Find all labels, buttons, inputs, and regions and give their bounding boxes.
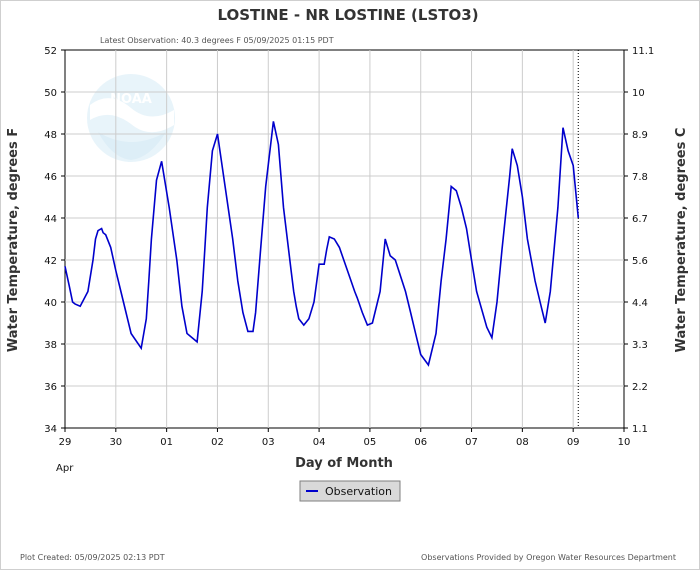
x-tick-label: 10 <box>618 437 631 448</box>
y-tick-label-right: 1.1 <box>632 424 648 435</box>
y-tick-label-right: 4.4 <box>632 298 648 309</box>
x-tick-label: 07 <box>465 437 478 448</box>
y-tick-label-right: 8.9 <box>632 130 648 141</box>
y-tick-label-left: 52 <box>44 46 57 57</box>
right-y-axis-ticks: 1.1 2.2 3.3 4.4 5.6 6.7 7.8 8.9 10 11.1 <box>624 46 654 435</box>
y-tick-label-right: 7.8 <box>632 172 648 183</box>
noaa-logo: NOAA <box>87 74 175 162</box>
y-tick-label-right: 6.7 <box>632 214 648 225</box>
y-tick-label-right: 11.1 <box>632 46 654 57</box>
y-tick-label-left: 40 <box>44 298 57 309</box>
noaa-logo-text: NOAA <box>110 92 152 107</box>
plot-area <box>64 49 625 429</box>
right-y-axis-label: Water Temperature, degrees C <box>674 128 689 353</box>
left-y-axis-ticks: 34 36 38 40 42 44 46 48 50 52 <box>44 46 65 435</box>
observation-series-line <box>64 121 580 367</box>
y-tick-label-left: 48 <box>44 130 57 141</box>
x-tick-label: 01 <box>160 437 173 448</box>
x-axis-label: Day of Month <box>295 456 393 471</box>
y-tick-label-left: 42 <box>44 256 57 267</box>
x-tick-label: 30 <box>109 437 122 448</box>
y-tick-label-right: 3.3 <box>632 340 648 351</box>
legend-label-observation: Observation <box>325 485 392 498</box>
legend: Observation <box>299 480 401 502</box>
x-tick-label: 29 <box>59 437 72 448</box>
y-tick-label-left: 34 <box>44 424 57 435</box>
y-tick-label-right: 2.2 <box>632 382 648 393</box>
y-tick-label-left: 36 <box>44 382 57 393</box>
y-tick-label-right: 5.6 <box>632 256 648 267</box>
x-tick-label: 06 <box>414 437 427 448</box>
x-tick-label: 02 <box>211 437 224 448</box>
x-axis-month-label: Apr <box>56 463 74 474</box>
left-y-axis-label: Water Temperature, degrees F <box>6 128 21 352</box>
latest-observation-text: Latest Observation: 40.3 degrees F 05/09… <box>100 36 334 45</box>
x-tick-label: 03 <box>262 437 275 448</box>
y-tick-label-left: 38 <box>44 340 57 351</box>
x-tick-label: 04 <box>313 437 326 448</box>
y-tick-label-left: 46 <box>44 172 57 183</box>
y-tick-label-left: 44 <box>44 214 57 225</box>
legend-box <box>299 480 401 502</box>
x-tick-label: 05 <box>364 437 377 448</box>
x-tick-label: 08 <box>516 437 529 448</box>
y-tick-label-right: 10 <box>632 88 645 99</box>
x-tick-label: 09 <box>567 437 580 448</box>
y-tick-label-left: 50 <box>44 88 57 99</box>
data-provider-text: Observations Provided by Oregon Water Re… <box>421 553 676 562</box>
chart-title: LOSTINE - NR LOSTINE (LSTO3) <box>217 6 478 24</box>
x-axis-ticks: 29 30 01 02 03 04 05 06 07 08 09 10 <box>59 428 631 448</box>
plot-created-text: Plot Created: 05/09/2025 02:13 PDT <box>20 553 165 562</box>
grid-lines <box>65 50 624 428</box>
